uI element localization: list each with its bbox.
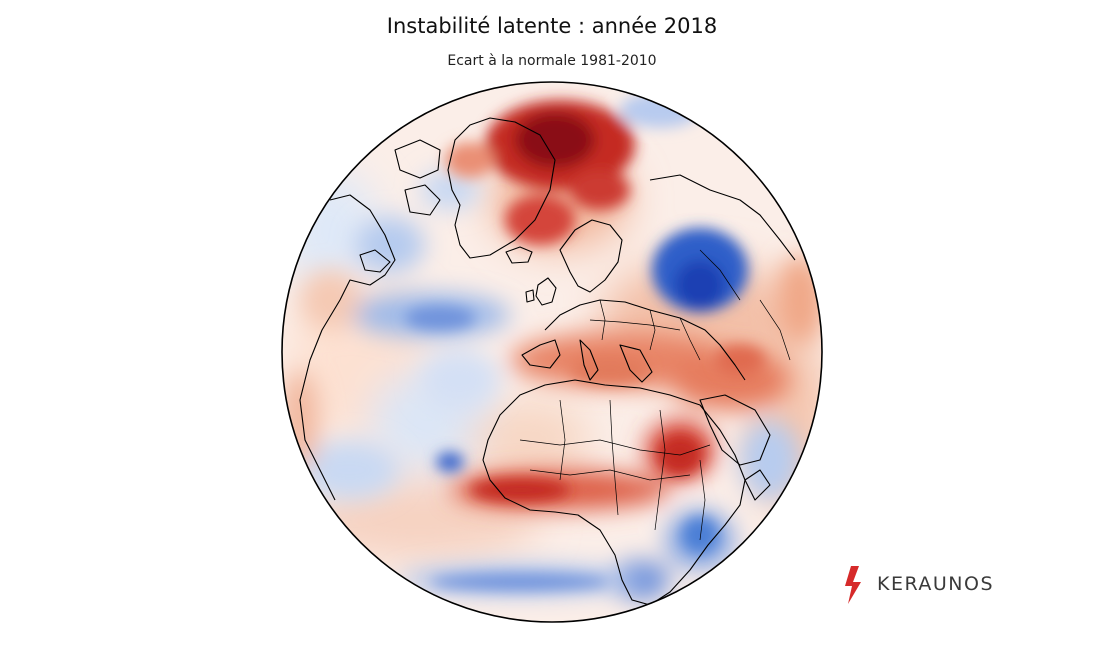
country-borders (519, 249, 791, 541)
brand-name: KERAUNOS (877, 573, 995, 595)
coastlines (299, 117, 796, 606)
globe-outline (281, 81, 823, 623)
lightning-bolt-icon (845, 566, 861, 604)
brand-logo: KERAUNOS (842, 565, 1042, 605)
map-subtitle: Ecart à la normale 1981-2010 (447, 53, 657, 69)
anomaly-field (282, 82, 822, 622)
map-title: Instabilité latente : année 2018 (386, 14, 718, 38)
